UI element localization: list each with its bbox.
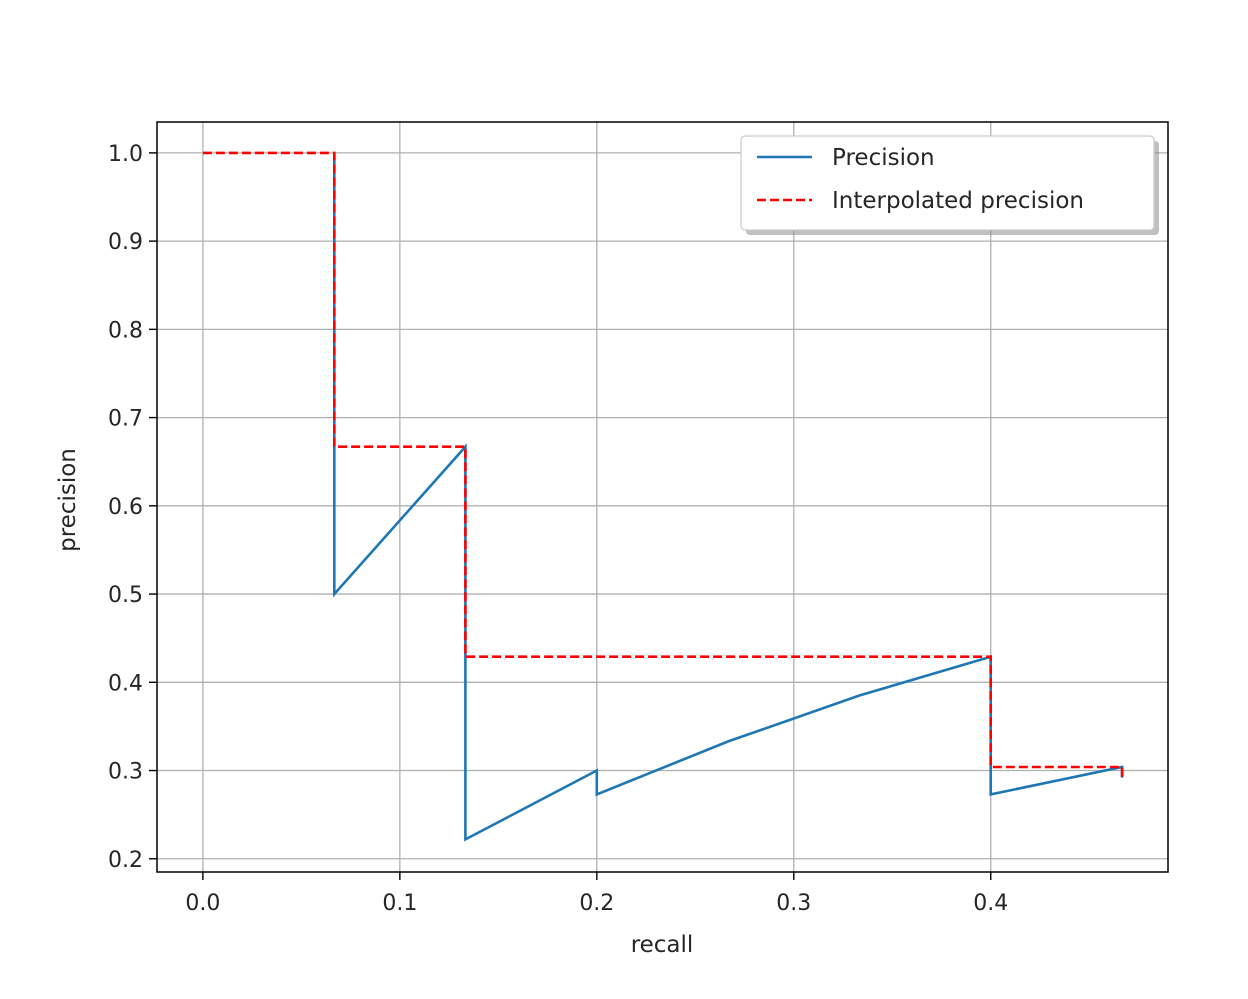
legend-label-interpolated: Interpolated precision <box>832 188 1084 214</box>
y-tick-label: 1.0 <box>108 142 143 167</box>
y-tick-label: 0.5 <box>108 583 143 608</box>
y-tick-label: 0.9 <box>108 230 143 255</box>
series-line-precision <box>332 152 1124 842</box>
x-tick-label: 0.1 <box>382 891 417 916</box>
series-line-interpolated-precision <box>202 151 1124 778</box>
grid <box>157 122 1168 872</box>
y-axis-label: precision <box>55 448 81 552</box>
x-axis-label: recall <box>631 932 694 958</box>
legend-box <box>740 135 1155 231</box>
y-tick-label: 0.8 <box>108 318 143 343</box>
series-layer <box>202 151 1124 842</box>
ticks: 0.0 0.1 0.2 0.3 0.4 0.2 0.3 0.4 0.5 0.6 0.7 0.8 0.9 1… <box>108 142 1008 916</box>
plot-frame <box>156 121 1169 873</box>
legend: Precision Interpolated precision <box>740 135 1159 235</box>
plot-area <box>157 122 1168 872</box>
x-tick-label: 0.2 <box>579 891 614 916</box>
y-tick-label: 0.4 <box>108 671 143 696</box>
y-tick-label: 0.3 <box>108 760 143 785</box>
y-tick-label: 0.7 <box>108 407 143 432</box>
y-tick-label: 0.6 <box>108 495 143 520</box>
y-tick-label: 0.2 <box>108 848 143 873</box>
x-tick-label: 0.0 <box>185 891 220 916</box>
x-tick-label: 0.3 <box>776 891 811 916</box>
x-tick-label: 0.4 <box>973 891 1008 916</box>
legend-label-precision: Precision <box>832 145 935 171</box>
